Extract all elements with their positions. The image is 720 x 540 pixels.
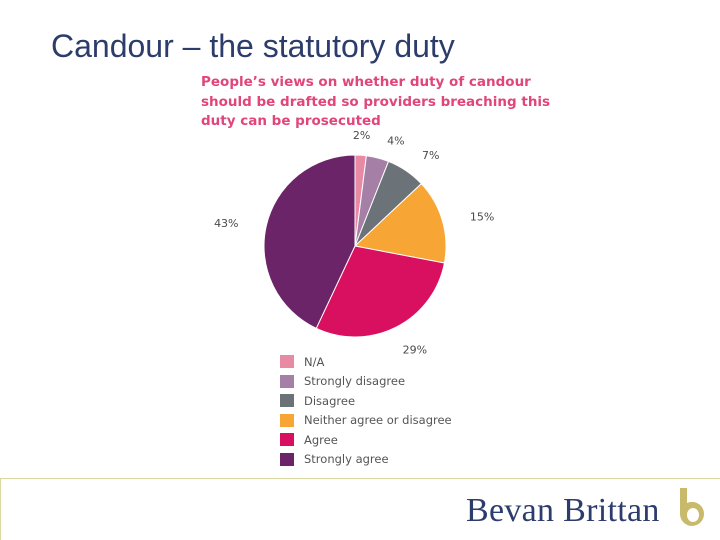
legend-item-disagree: Disagree <box>280 391 452 411</box>
legend-swatch <box>280 374 294 388</box>
pie-slice-neither-agree-or-disagree <box>353 182 447 264</box>
legend-item-neither-agree-or-disagree: Neither agree or disagree <box>280 411 452 431</box>
chart-title-line-2: should be drafted so providers breaching… <box>201 93 551 110</box>
chart-legend: N/A Strongly disagree Disagree Neither agre… <box>280 352 452 469</box>
legend-swatch <box>280 433 294 447</box>
legend-label: Strongly agree <box>304 452 389 467</box>
footer-band <box>0 478 720 540</box>
pie-label-disagree: 7% <box>422 149 439 162</box>
legend-swatch <box>280 452 294 466</box>
legend-swatch <box>280 394 294 408</box>
legend-label: Neither agree or disagree <box>304 413 452 428</box>
company-logo-text: Bevan Brittan <box>466 492 660 529</box>
legend-item-strongly-agree: Strongly agree <box>280 450 452 470</box>
legend-item-strongly-disagree: Strongly disagree <box>280 372 452 392</box>
chart-title-line-1: People’s views on whether duty of candou… <box>201 74 531 90</box>
chart-title: People’s views on whether duty of candou… <box>201 73 551 132</box>
legend-swatch <box>280 355 294 369</box>
pie-label-neither-agree-or-disagree: 15% <box>470 211 494 224</box>
pie-label-strongly-disagree: 4% <box>387 134 404 147</box>
pie-label-agree: 29% <box>403 344 427 357</box>
pie-label-strongly-agree: 43% <box>214 217 238 230</box>
pie-slice-agree <box>315 245 445 338</box>
legend-item-n-a: N/A <box>280 352 452 372</box>
company-logo-mark-icon <box>680 488 704 526</box>
legend-label: Strongly disagree <box>304 374 406 389</box>
legend-item-agree: Agree <box>280 430 452 450</box>
pie-chart: 2% 4% 7% 15% 29% 43% <box>214 129 494 357</box>
pie-label-n-a: 2% <box>353 129 370 142</box>
legend-label: Agree <box>304 432 338 447</box>
slide-title: Candour – the statutory duty <box>51 28 455 64</box>
legend-label: N/A <box>304 354 325 369</box>
pie-slice-strongly-agree <box>263 154 356 330</box>
legend-label: Disagree <box>304 393 356 408</box>
chart-title-line-3: duty can be prosecuted <box>201 113 381 129</box>
legend-swatch <box>280 413 294 427</box>
